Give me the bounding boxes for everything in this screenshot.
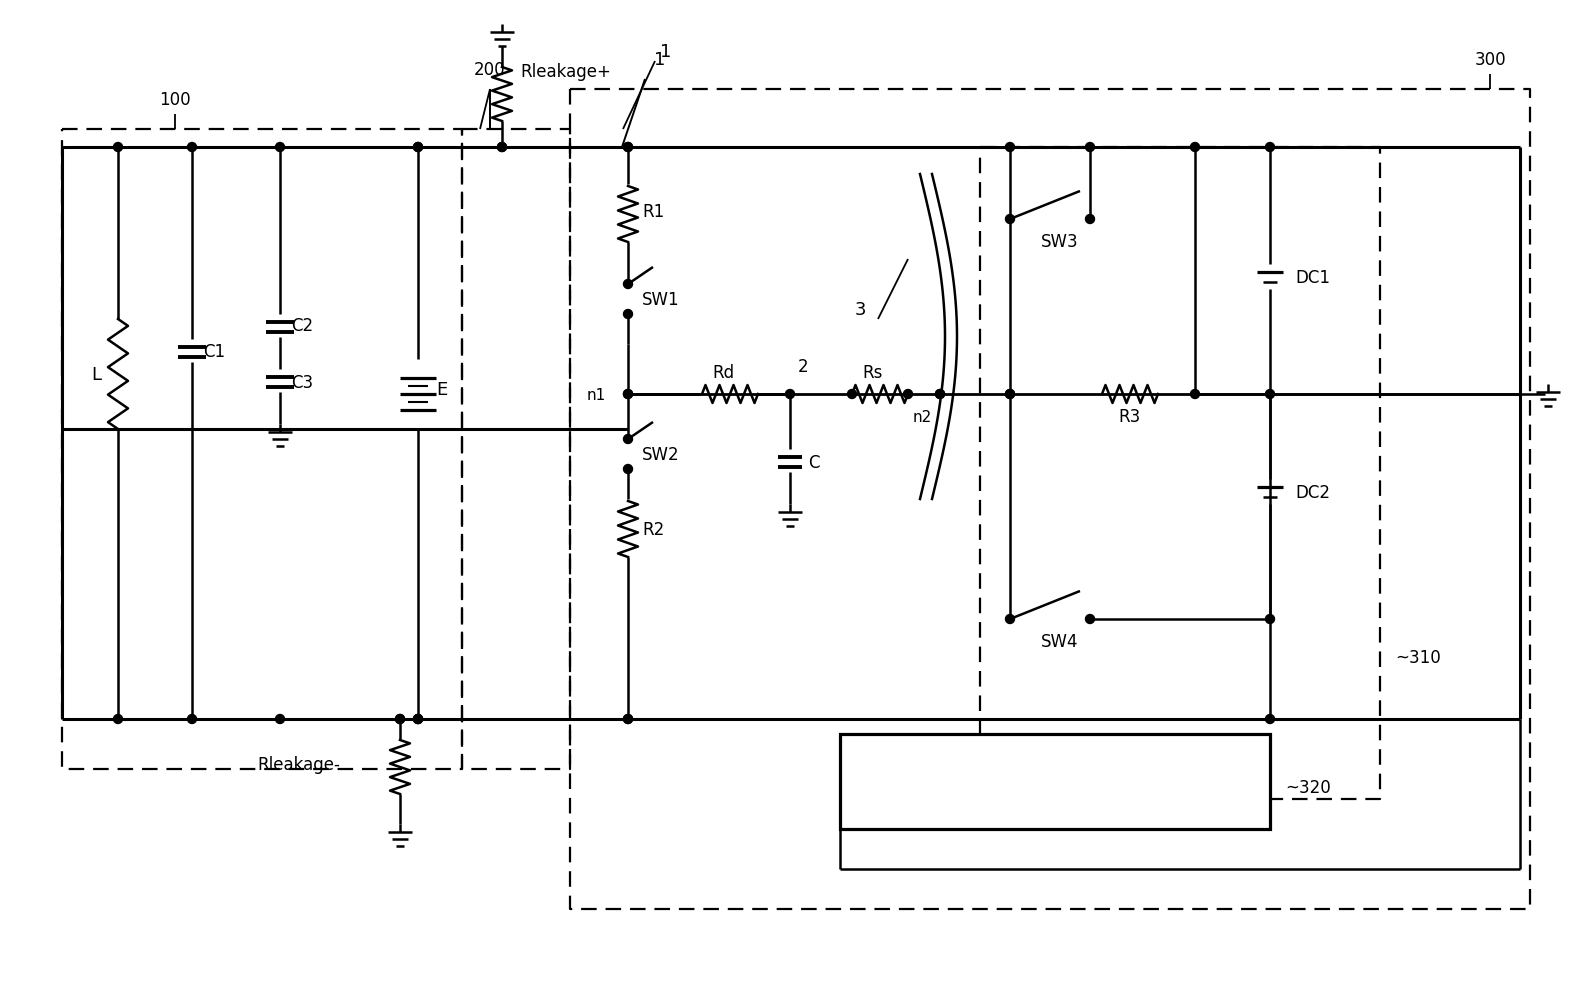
Text: 1: 1 xyxy=(661,43,672,61)
Circle shape xyxy=(1006,216,1014,225)
Text: SW4: SW4 xyxy=(1041,632,1079,650)
Circle shape xyxy=(275,143,284,152)
Circle shape xyxy=(623,465,632,474)
Circle shape xyxy=(113,143,122,152)
Text: Rd: Rd xyxy=(712,364,734,381)
Circle shape xyxy=(623,143,632,152)
Circle shape xyxy=(936,390,944,399)
Text: SW3: SW3 xyxy=(1041,233,1079,251)
Circle shape xyxy=(1006,615,1014,624)
Circle shape xyxy=(623,390,632,399)
Text: DC2: DC2 xyxy=(1295,483,1330,502)
Circle shape xyxy=(396,715,405,724)
Text: 300: 300 xyxy=(1475,51,1506,69)
Circle shape xyxy=(497,143,507,152)
Circle shape xyxy=(113,715,122,724)
Text: 3: 3 xyxy=(855,301,866,319)
Text: Rleakage-: Rleakage- xyxy=(257,755,340,773)
Text: 100: 100 xyxy=(159,91,191,109)
Text: SW2: SW2 xyxy=(642,445,680,463)
Circle shape xyxy=(396,715,405,724)
Text: 200: 200 xyxy=(474,61,505,79)
Circle shape xyxy=(936,390,944,399)
Circle shape xyxy=(623,715,632,724)
Circle shape xyxy=(785,390,794,399)
Circle shape xyxy=(413,143,423,152)
Text: 1: 1 xyxy=(655,51,666,69)
Circle shape xyxy=(1085,216,1095,225)
Text: R1: R1 xyxy=(642,203,664,221)
Text: R2: R2 xyxy=(642,521,664,539)
Text: E: E xyxy=(437,380,448,398)
Circle shape xyxy=(413,715,423,724)
Circle shape xyxy=(847,390,856,399)
Circle shape xyxy=(497,143,507,152)
Circle shape xyxy=(275,715,284,724)
Text: C1: C1 xyxy=(203,343,226,361)
Circle shape xyxy=(1265,615,1274,624)
Text: C3: C3 xyxy=(291,374,313,391)
Circle shape xyxy=(1085,143,1095,152)
Circle shape xyxy=(904,390,912,399)
Circle shape xyxy=(1265,715,1274,724)
Circle shape xyxy=(413,715,423,724)
Text: Rleakage+: Rleakage+ xyxy=(520,63,610,81)
Circle shape xyxy=(623,310,632,319)
Text: n2: n2 xyxy=(912,409,933,424)
Text: L: L xyxy=(91,366,102,383)
FancyBboxPatch shape xyxy=(841,734,1270,829)
Text: DC1: DC1 xyxy=(1295,269,1330,287)
Circle shape xyxy=(1190,390,1200,399)
Circle shape xyxy=(623,143,632,152)
Circle shape xyxy=(1265,143,1274,152)
Circle shape xyxy=(623,435,632,444)
Circle shape xyxy=(1265,390,1274,399)
Text: 2: 2 xyxy=(798,358,809,376)
Circle shape xyxy=(413,143,423,152)
Text: ~320: ~320 xyxy=(1286,778,1330,796)
Circle shape xyxy=(188,715,197,724)
Circle shape xyxy=(1006,143,1014,152)
Circle shape xyxy=(1085,615,1095,624)
Circle shape xyxy=(623,280,632,289)
Text: ~310: ~310 xyxy=(1395,648,1441,666)
Circle shape xyxy=(413,715,423,724)
Text: SW1: SW1 xyxy=(642,291,680,309)
Text: C: C xyxy=(807,453,820,471)
Text: R3: R3 xyxy=(1119,407,1141,425)
Text: Rs: Rs xyxy=(861,364,882,381)
Circle shape xyxy=(188,143,197,152)
Text: C2: C2 xyxy=(291,317,313,335)
Circle shape xyxy=(1006,390,1014,399)
Circle shape xyxy=(1190,143,1200,152)
Circle shape xyxy=(1006,390,1014,399)
Circle shape xyxy=(623,390,632,399)
Text: LEAKAGE CURRENT
DETERMINING UNIT: LEAKAGE CURRENT DETERMINING UNIT xyxy=(980,765,1130,798)
Text: n1: n1 xyxy=(586,387,605,402)
Circle shape xyxy=(623,715,632,724)
